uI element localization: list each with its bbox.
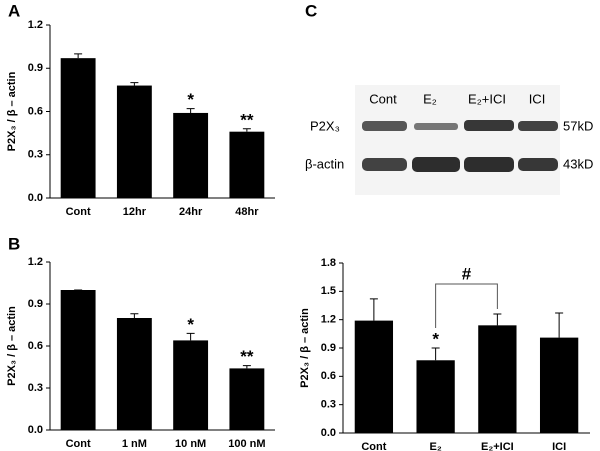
y-tick-label: 0.3 xyxy=(28,382,43,394)
bar xyxy=(229,368,265,430)
panel-label: C xyxy=(305,1,317,20)
lane-label: ICI xyxy=(529,91,546,106)
error-bar xyxy=(130,82,139,86)
error-bar xyxy=(74,53,83,59)
y-tick-label: 1.2 xyxy=(28,256,43,268)
error-bar xyxy=(242,365,251,369)
y-tick-label: 0.0 xyxy=(321,427,336,439)
significance-mark: * xyxy=(187,315,194,334)
bar xyxy=(173,112,209,198)
size-label: 43kD xyxy=(563,156,593,171)
error-bar xyxy=(493,313,502,326)
x-tick-label: Cont xyxy=(66,206,91,218)
error-bar xyxy=(431,347,440,361)
bar xyxy=(478,325,517,433)
x-tick-label: 10 nM xyxy=(175,438,206,450)
bar xyxy=(116,85,152,198)
y-axis-label: P2X₃ / β – actin xyxy=(6,71,18,151)
y-tick-label: 0.3 xyxy=(321,399,336,411)
blot-background xyxy=(355,85,560,195)
error-bar xyxy=(369,298,378,321)
y-tick-label: 0.0 xyxy=(28,424,43,436)
error-bar xyxy=(186,332,195,341)
blot-bands xyxy=(362,120,558,172)
row-label: P2X₃ xyxy=(310,118,340,133)
y-tick-label: 0.9 xyxy=(28,298,43,310)
y-tick-label: 0.6 xyxy=(28,105,43,117)
x-tick-label: 24hr xyxy=(179,206,203,218)
significance-mark: ** xyxy=(240,347,254,366)
row-label: β-actin xyxy=(305,156,344,171)
y-tick-label: 0.3 xyxy=(28,149,43,161)
bar xyxy=(60,290,96,430)
size-label: 57kD xyxy=(563,118,593,133)
significance-mark: * xyxy=(187,90,194,109)
y-tick-label: 0.9 xyxy=(321,342,336,354)
lane-label: Cont xyxy=(369,91,397,106)
error-bar xyxy=(186,108,195,113)
significance-mark: * xyxy=(432,329,439,348)
error-bar xyxy=(242,128,251,132)
x-tick-label: Cont xyxy=(66,438,91,450)
significance-mark: ** xyxy=(240,110,254,129)
y-tick-label: 0.6 xyxy=(321,370,336,382)
bar xyxy=(173,340,209,430)
y-axis-label: P2X₃ / β – actin xyxy=(6,306,18,386)
y-tick-label: 0.9 xyxy=(28,62,43,74)
bar xyxy=(116,318,152,430)
panel-label: B xyxy=(8,234,20,253)
lane-label: E₂+ICI xyxy=(468,91,506,106)
error-bar xyxy=(130,313,139,318)
x-tick-label: ICI xyxy=(552,441,566,451)
x-tick-label: Cont xyxy=(361,441,386,451)
bar xyxy=(539,337,579,433)
lane-label: E₂ xyxy=(423,91,437,106)
bar xyxy=(60,58,96,199)
bracket-label: # xyxy=(462,264,472,283)
y-tick-label: 1.2 xyxy=(321,314,336,326)
y-tick-label: 1.8 xyxy=(321,257,336,269)
x-tick-label: 48hr xyxy=(235,206,259,218)
x-tick-label: 1 nM xyxy=(122,438,147,450)
bar xyxy=(354,320,394,433)
x-tick-label: 12hr xyxy=(123,206,147,218)
y-tick-label: 1.5 xyxy=(321,285,336,297)
x-tick-label: E₂ xyxy=(430,441,442,451)
y-tick-label: 0.6 xyxy=(28,340,43,352)
y-axis-label: P2X₃ / β – actin xyxy=(299,308,311,388)
y-tick-label: 1.2 xyxy=(28,19,43,31)
bar xyxy=(229,131,265,198)
x-tick-label: E₂+ICI xyxy=(481,441,514,451)
bar xyxy=(416,360,455,433)
y-tick-label: 0.0 xyxy=(28,192,43,204)
bracket xyxy=(435,283,498,328)
error-bar xyxy=(555,312,564,338)
x-tick-label: 100 nM xyxy=(228,438,265,450)
panel-label: A xyxy=(8,1,20,20)
